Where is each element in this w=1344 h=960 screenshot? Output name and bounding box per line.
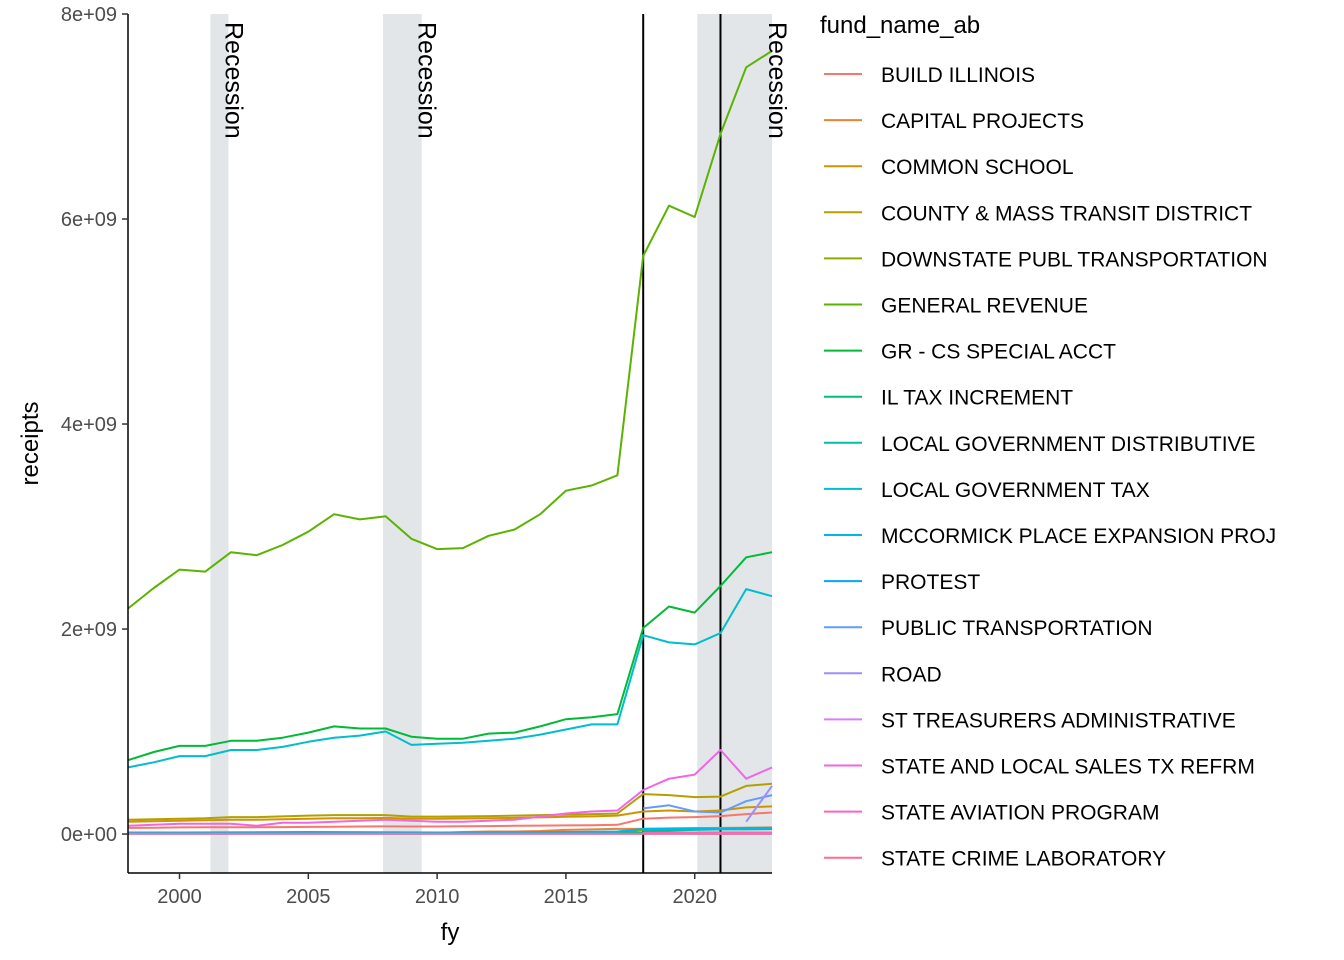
y-axis-title: receipts	[17, 401, 44, 485]
series-line	[127, 50, 773, 610]
series-line	[127, 782, 773, 821]
x-tick-label: 2005	[286, 886, 331, 908]
legend-label: GENERAL REVENUE	[881, 295, 1088, 318]
recession-label: Recession	[219, 22, 247, 139]
y-tick-label: 0e+00	[61, 824, 117, 846]
series-line	[127, 749, 773, 827]
legend-label: ST TREASURERS ADMINISTRATIVE	[881, 709, 1236, 732]
x-tick-label: 2020	[672, 886, 717, 908]
recession-band	[210, 14, 229, 873]
legend-label: PUBLIC TRANSPORTATION	[881, 617, 1153, 640]
legend: fund_name_ab BUILD ILLINOIS CAPITAL PROJE…	[820, 12, 1276, 871]
series-lines	[127, 50, 773, 835]
series-line	[127, 588, 773, 769]
series-line	[127, 826, 772, 834]
reference-lines	[642, 14, 722, 873]
y-tick-label: 2e+09	[61, 619, 117, 641]
legend-label: PROTEST	[881, 571, 980, 594]
legend-label: COMMON SCHOOL	[881, 156, 1074, 179]
x-tick-label: 2010	[415, 886, 460, 908]
y-tick-label: 6e+09	[61, 209, 117, 231]
y-tick-label: 4e+09	[61, 414, 117, 436]
y-tick-label: 8e+09	[61, 4, 117, 26]
x-tick-label: 2015	[544, 886, 589, 908]
axes: 0e+00 2e+09 4e+09 6e+09 8e+09 2000 2005 2010 201…	[61, 4, 772, 908]
legend-title: fund_name_ab	[820, 12, 980, 39]
legend-label: ROAD	[881, 663, 942, 686]
x-tick-label: 2000	[157, 886, 202, 908]
recession-labels: Recession Recession Recession	[219, 22, 791, 139]
recession-label: Recession	[763, 22, 791, 139]
legend-label: DOWNSTATE PUBL TRANSPORTATION	[881, 248, 1268, 271]
recession-label: Recession	[413, 22, 441, 139]
legend-label: LOCAL GOVERNMENT TAX	[881, 479, 1150, 502]
series-line	[643, 794, 773, 814]
series-line	[127, 805, 773, 823]
legend-label: COUNTY & MASS TRANSIT DISTRICT	[881, 202, 1252, 225]
series-line	[745, 785, 773, 823]
x-axis-title: fy	[441, 919, 460, 946]
legend-label: STATE CRIME LABORATORY	[881, 848, 1166, 871]
recession-band	[697, 14, 772, 873]
legend-label: STATE AVIATION PROGRAM	[881, 802, 1159, 825]
series-line	[127, 811, 773, 829]
legend-label: STATE AND LOCAL SALES TX REFRM	[881, 756, 1255, 779]
legend-label: MCCORMICK PLACE EXPANSION PROJ	[881, 525, 1276, 548]
legend-label: GR - CS SPECIAL ACCT	[881, 341, 1116, 364]
series-line	[127, 551, 773, 762]
legend-label: LOCAL GOVERNMENT DISTRIBUTIVE	[881, 433, 1256, 456]
legend-label: IL TAX INCREMENT	[881, 387, 1073, 410]
legend-label: CAPITAL PROJECTS	[881, 110, 1084, 133]
legend-label: BUILD ILLINOIS	[881, 64, 1035, 87]
